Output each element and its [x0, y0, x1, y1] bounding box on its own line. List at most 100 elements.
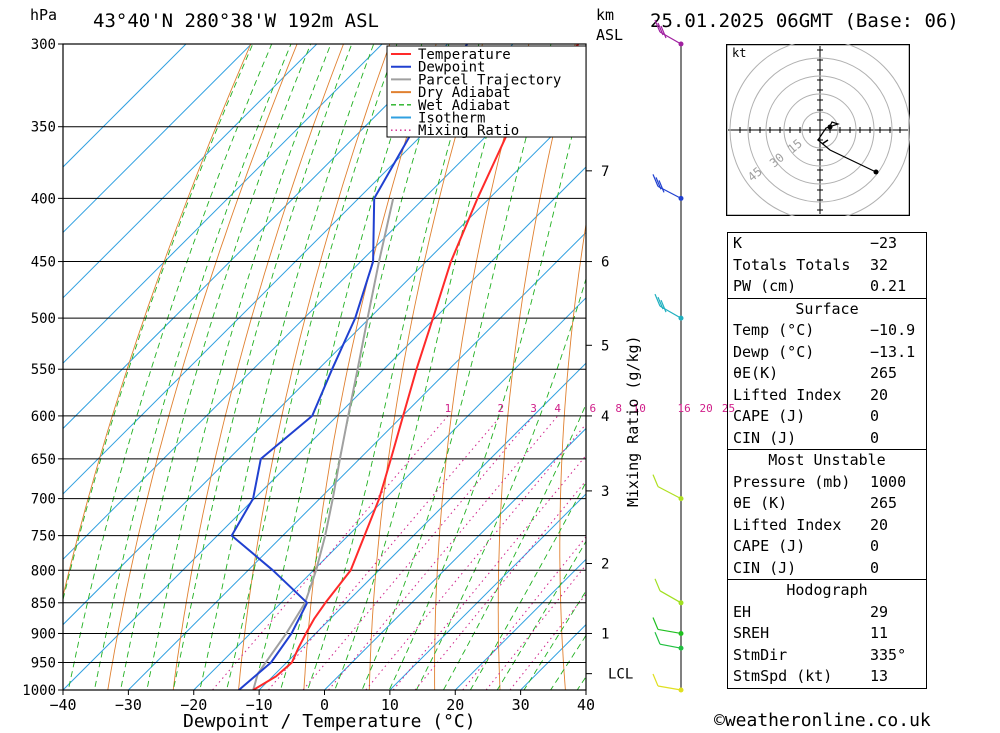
- isotherm-line: [63, 44, 383, 364]
- wet-adiabat-line: [496, 540, 586, 690]
- surface-value: −10.9: [870, 321, 916, 339]
- legend-entry: Isotherm: [418, 111, 485, 127]
- legend-box: [386, 45, 587, 138]
- index-row: PW (cm) 0.21: [728, 276, 926, 298]
- dry-adiabat-line: [172, 44, 344, 690]
- most-unstable-value: 20: [870, 515, 889, 534]
- hodograph-point: [827, 124, 833, 130]
- wind-barb-feather: [658, 180, 665, 193]
- hodograph-ring: [801, 111, 839, 149]
- index-label: K: [733, 234, 743, 252]
- index-row: Totals Totals 32: [728, 255, 926, 277]
- surface-value: 0: [870, 407, 880, 425]
- wind-barb: [652, 474, 684, 502]
- pressure-tick-label: 500: [31, 311, 56, 327]
- legend-entry: Mixing Ratio: [418, 123, 519, 139]
- km-tick-label: LCL: [608, 667, 633, 683]
- wind-barb: [652, 673, 684, 693]
- isotherm-line: [63, 44, 318, 299]
- wind-barb-staff: [659, 31, 682, 45]
- pressure-tick-label: 900: [31, 626, 56, 642]
- pressure-tick-label: 600: [31, 409, 56, 425]
- hodograph-index-label: SREH: [733, 624, 770, 642]
- most-unstable-title: Most Unstable: [768, 451, 886, 469]
- dry-adiabat-line: [63, 44, 252, 598]
- wind-barb-staff: [657, 685, 682, 691]
- km-tick-label: 5: [601, 338, 609, 354]
- isotherm-line: [63, 44, 253, 234]
- isotherm-line: [258, 362, 586, 690]
- pressure-tick-label: 750: [31, 529, 56, 545]
- mixing-ratio-line: [268, 415, 502, 690]
- wind-barb-feather: [654, 578, 661, 592]
- mixing-ratio-label: 25: [722, 402, 735, 415]
- x-tick-label: 40: [577, 696, 595, 714]
- x-tick-label: 0: [320, 696, 329, 714]
- surface-label: θE(K): [733, 364, 779, 382]
- mixing-ratio-line: [365, 423, 586, 690]
- isotherm-line: [63, 44, 187, 168]
- legend-entry: Dry Adiabat: [418, 85, 511, 101]
- isotherm-line: [193, 297, 586, 690]
- surface-label: CAPE (J): [733, 407, 806, 425]
- wind-barb-feather: [652, 174, 659, 187]
- wind-barb-staff: [659, 305, 682, 319]
- x-tick-label: −10: [246, 696, 273, 714]
- wind-barb-staff: [657, 185, 682, 199]
- stability-indices-box: K −23 Totals Totals 32 PW (cm) 0.21: [727, 232, 927, 299]
- isotherm-line: [127, 231, 586, 690]
- copyright[interactable]: ©weatheronline.co.uk: [714, 710, 931, 731]
- wind-barb-feather: [652, 617, 659, 630]
- hodograph-point: [873, 169, 879, 175]
- hodograph-index-row: EH 29: [728, 602, 926, 624]
- surface-row: Dewp (°C) −13.1: [728, 342, 926, 364]
- most-unstable-row: CAPE (J) 0: [728, 536, 926, 558]
- x-tick-label: −30: [115, 696, 142, 714]
- hodograph-index-label: StmSpd (kt): [733, 667, 833, 685]
- legend-entry: Dewpoint: [418, 60, 485, 76]
- wet-adiabat-line: [388, 77, 586, 690]
- legend-entry: Parcel Trajectory: [418, 72, 561, 88]
- x-tick-label: 30: [512, 696, 530, 714]
- x-tick-label: 20: [446, 696, 464, 714]
- hodograph-index-row: StmSpd (kt) 13: [728, 666, 926, 688]
- isotherm-line: [323, 427, 586, 690]
- wind-barb: [652, 174, 684, 201]
- km-tick-label: 1: [601, 626, 609, 642]
- index-row: K −23: [728, 233, 926, 255]
- x-tick-label: −20: [180, 696, 207, 714]
- datetime-title: 25.01.2025 06GMT (Base: 06): [650, 10, 959, 32]
- pressure-tick-label: 700: [31, 492, 56, 508]
- surface-row: CIN (J) 0: [728, 428, 926, 450]
- mixing-ratio-label: 4: [554, 402, 561, 415]
- most-unstable-label: θE (K): [733, 494, 788, 512]
- wet-adiabat-line: [120, 44, 312, 690]
- pressure-tick-label: 800: [31, 563, 56, 579]
- pressure-tick-label: 550: [31, 362, 56, 378]
- legend-entry: Wet Adiabat: [418, 98, 511, 114]
- surface-row: Lifted Index 20: [728, 385, 926, 407]
- surface-label: Dewp (°C): [733, 342, 815, 361]
- wet-adiabat-line: [469, 481, 586, 690]
- most-unstable-label: Pressure (mb): [733, 472, 851, 491]
- wind-barb-feather: [652, 673, 659, 687]
- hodograph-index-value: 11: [870, 624, 889, 642]
- wind-barb-feather: [660, 25, 667, 39]
- wind-barb-staff: [657, 486, 682, 500]
- surface-value: 20: [870, 385, 889, 404]
- mixing-ratio-line: [485, 564, 586, 690]
- pressure-tick-label: 400: [31, 191, 56, 207]
- isotherm-line: [63, 166, 586, 690]
- wind-barb: [654, 293, 684, 321]
- surface-value: −13.1: [870, 342, 916, 361]
- index-value: −23: [870, 234, 898, 252]
- mixing-ratio-line: [212, 415, 449, 690]
- hodograph-ring: [765, 75, 875, 185]
- pressure-tick-label: 1000: [22, 683, 56, 699]
- wind-barb-feather: [655, 177, 662, 190]
- index-value: 32: [870, 255, 889, 274]
- location-title: 43°40'N 280°38'W 192m ASL: [93, 10, 379, 32]
- wind-barb-feather: [654, 293, 661, 307]
- most-unstable-row: CIN (J) 0: [728, 558, 926, 580]
- wet-adiabat-line: [442, 403, 586, 690]
